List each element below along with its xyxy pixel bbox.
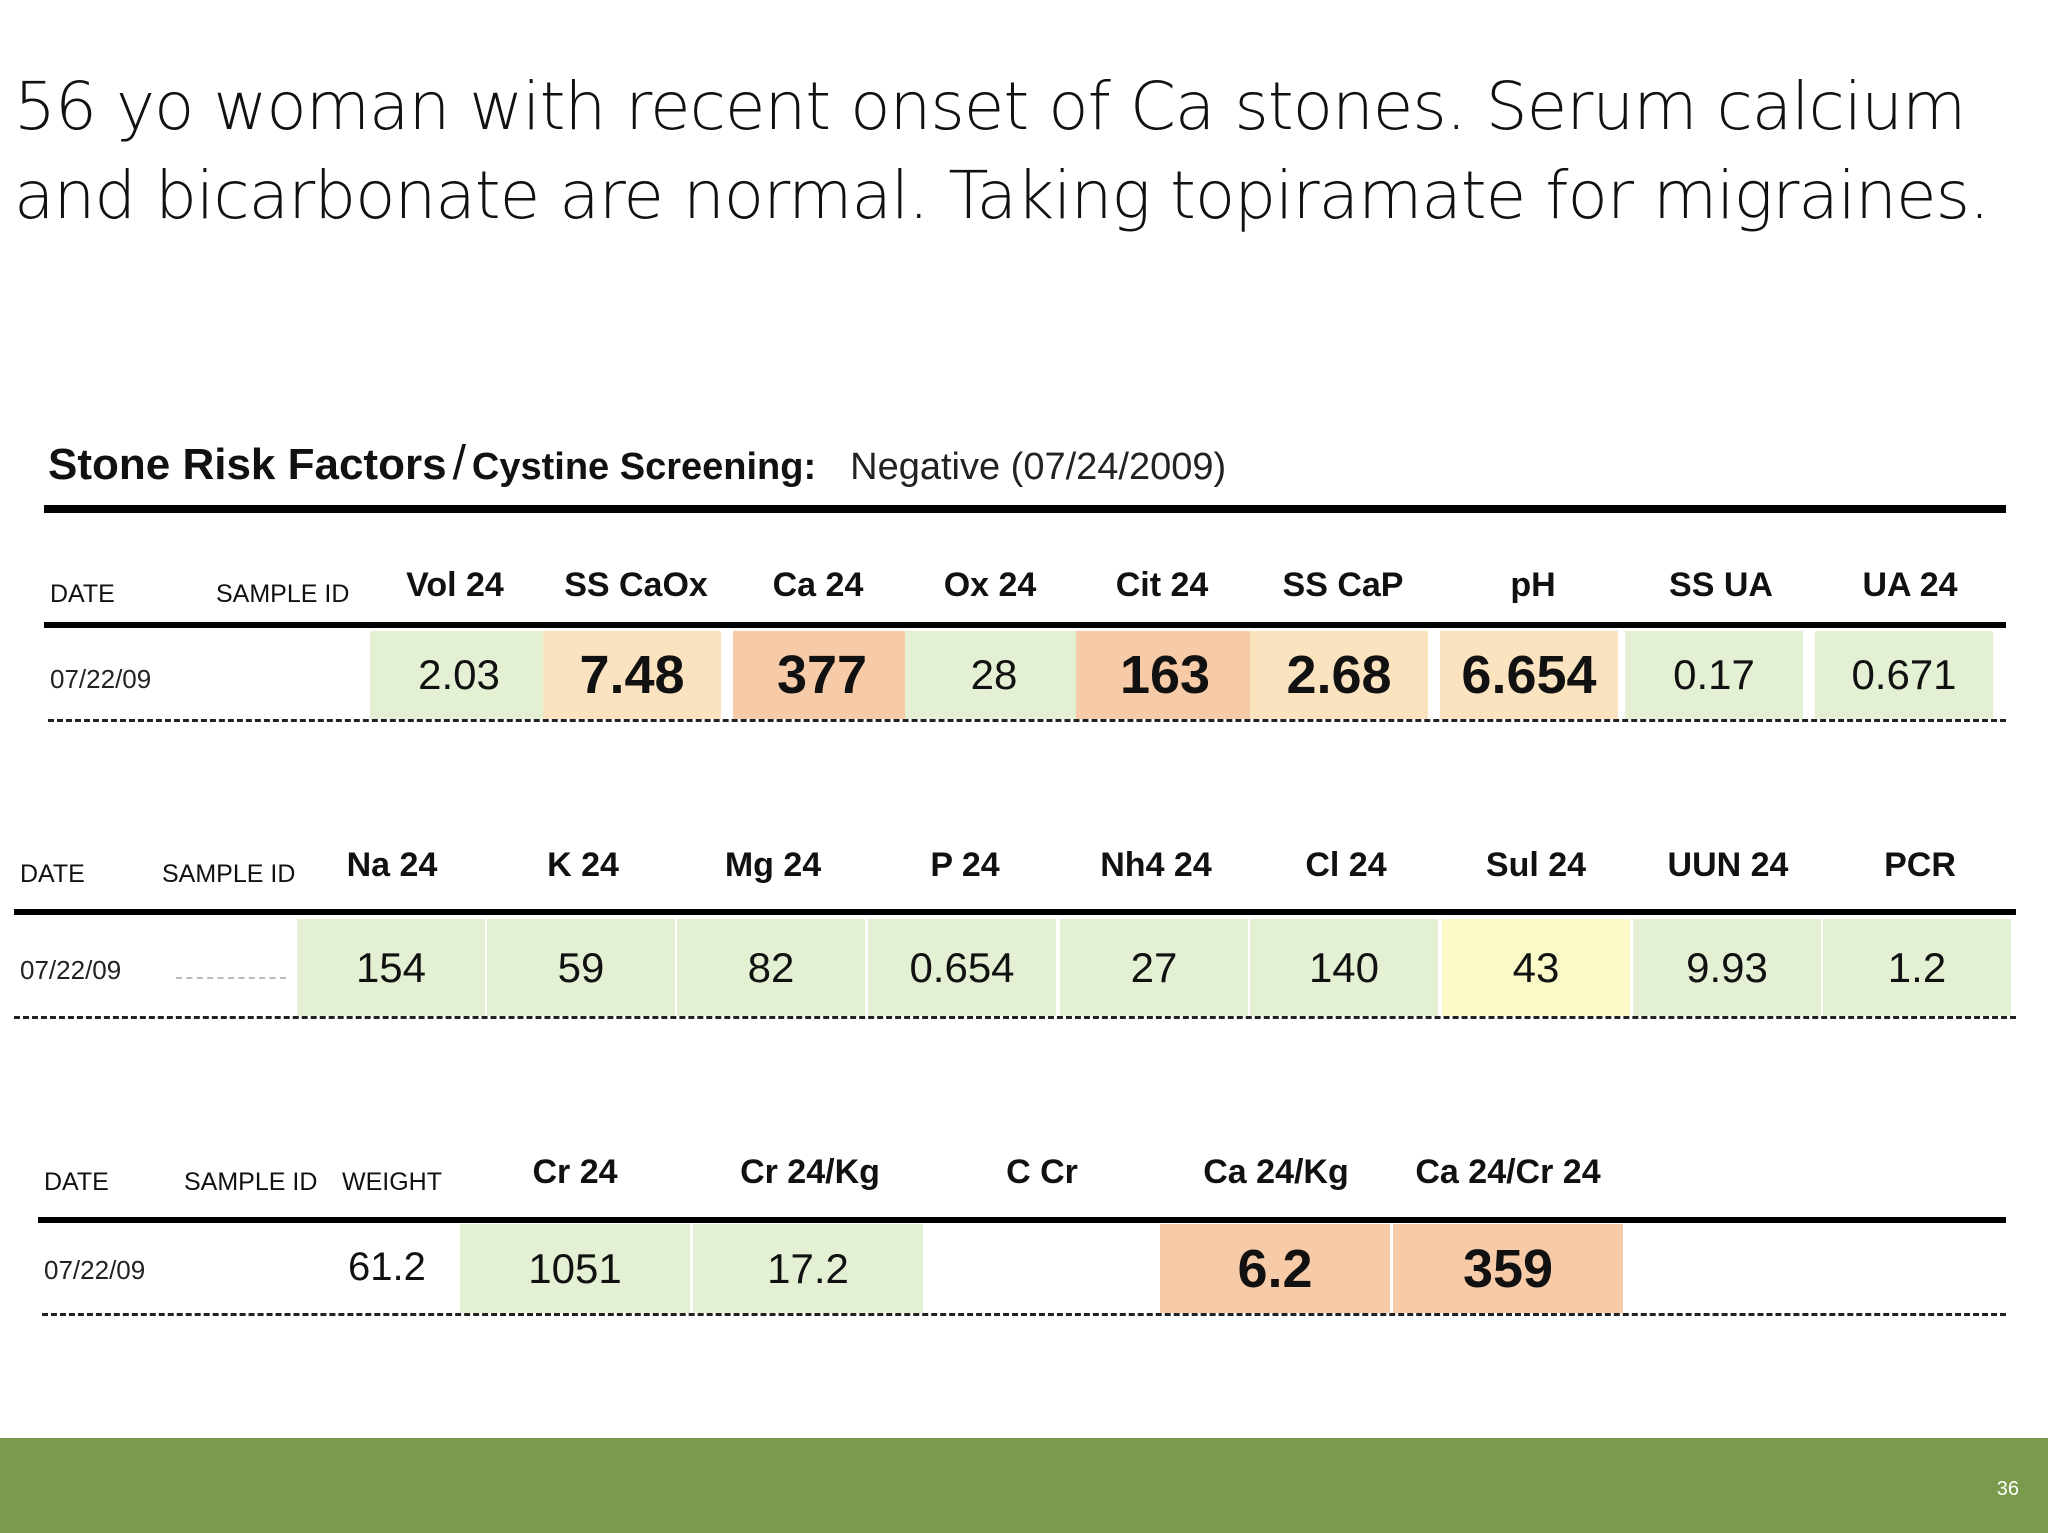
column-header-c-cr: C Cr: [1006, 1153, 1078, 1191]
value-cell-vol-24: 2.03: [370, 631, 548, 719]
cystine-screening-result: Negative (07/24/2009): [850, 446, 1227, 488]
column-header-mg-24: Mg 24: [724, 846, 822, 884]
value-cell-cl-24: 140: [1250, 919, 1438, 1016]
value-cell-p-24: 0.654: [868, 919, 1056, 1016]
table1-date: 07/22/09: [50, 664, 152, 694]
column-header-ss-caox: SS CaOx: [564, 566, 708, 604]
column-header-ph: pH: [1510, 566, 1556, 604]
value-cell-ca-24-cr-24: 359: [1393, 1224, 1623, 1313]
slide-title: 56 yo woman with recent onset of Ca ston…: [14, 68, 1990, 234]
cystine-screening-label: Cystine Screening:: [471, 446, 817, 488]
column-header-ca-24: Ca 24: [772, 566, 864, 604]
column-header-nh4-24: Nh4 24: [1100, 846, 1212, 884]
table1-bottom-rule: [48, 719, 2006, 722]
header-rule: [44, 505, 2006, 513]
column-header-ox-24: Ox 24: [943, 566, 1037, 604]
footer-bar: [0, 1438, 2048, 1533]
column-header-cl-24: Cl 24: [1305, 846, 1387, 884]
table2-sample-id-placeholder: [176, 977, 286, 979]
sample-id-header: SAMPLE ID: [162, 860, 296, 888]
date-header: DATE: [50, 580, 115, 608]
value-cell-ss-cap: 2.68: [1250, 631, 1428, 719]
column-header-sul-24: Sul 24: [1485, 846, 1587, 884]
value-cell-cit-24: 163: [1076, 631, 1254, 719]
value-cell-cr-24-kg: 17.2: [693, 1224, 923, 1313]
column-header-pcr: PCR: [1884, 846, 1956, 884]
column-header-ua-24: UA 24: [1862, 566, 1958, 604]
value-cell-k-24: 59: [487, 919, 675, 1016]
weight-header: WEIGHT: [342, 1168, 442, 1196]
column-header-cr-24: Cr 24: [532, 1153, 618, 1191]
page-number: 36: [1996, 1478, 2019, 1500]
stone-risk-title: Stone Risk Factors: [48, 440, 447, 489]
stone-risk-header: Stone Risk Factors / Cystine Screening: Neg…: [48, 436, 1226, 491]
column-header-k-24: K 24: [547, 846, 619, 884]
column-header-ss-ua: SS UA: [1669, 566, 1773, 604]
value-cell-ca-24: 377: [733, 631, 911, 719]
column-header-ca-24-kg: Ca 24/Kg: [1203, 1153, 1349, 1191]
sample-id-header: SAMPLE ID: [216, 580, 350, 608]
value-cell-uun-24: 9.93: [1633, 919, 1821, 1016]
value-cell-ua-24: 0.671: [1815, 631, 1993, 719]
value-cell-ox-24: 28: [905, 631, 1083, 719]
title-slash: /: [452, 437, 466, 490]
value-cell-cr-24: 1051: [460, 1224, 690, 1313]
date-header: DATE: [44, 1168, 109, 1196]
table1-header-rule: [44, 622, 2006, 628]
column-header-uun-24: UUN 24: [1667, 846, 1789, 884]
table3-bottom-rule: [42, 1313, 2006, 1316]
value-cell-ss-ua: 0.17: [1625, 631, 1803, 719]
table2-header-rule: [14, 909, 2016, 915]
value-cell-c-cr: [925, 1224, 1155, 1313]
table3-date: 07/22/09: [44, 1255, 146, 1285]
column-header-cr-24-kg: Cr 24/Kg: [740, 1153, 880, 1191]
date-header: DATE: [20, 860, 85, 888]
value-cell-ca-24-kg: 6.2: [1160, 1224, 1390, 1313]
value-cell-ss-caox: 7.48: [543, 631, 721, 719]
sample-id-header: SAMPLE ID: [184, 1168, 318, 1196]
value-cell-sul-24: 43: [1442, 919, 1630, 1016]
table2-date: 07/22/09: [20, 955, 122, 985]
column-header-cit-24: Cit 24: [1115, 566, 1209, 604]
value-cell-nh4-24: 27: [1060, 919, 1248, 1016]
column-header-na-24: Na 24: [346, 846, 438, 884]
value-cell-na-24: 154: [297, 919, 485, 1016]
column-header-p-24: P 24: [930, 846, 1000, 884]
table3-weight: 61.2: [348, 1245, 426, 1289]
table3-header-rule: [38, 1217, 2006, 1223]
value-cell-mg-24: 82: [677, 919, 865, 1016]
column-header-ss-cap: SS CaP: [1282, 566, 1404, 604]
column-header-ca-24-cr-24: Ca 24/Cr 24: [1415, 1153, 1601, 1191]
column-header-vol-24: Vol 24: [406, 566, 504, 604]
table2-bottom-rule: [14, 1016, 2016, 1019]
value-cell-ph: 6.654: [1440, 631, 1618, 719]
value-cell-pcr: 1.2: [1823, 919, 2011, 1016]
